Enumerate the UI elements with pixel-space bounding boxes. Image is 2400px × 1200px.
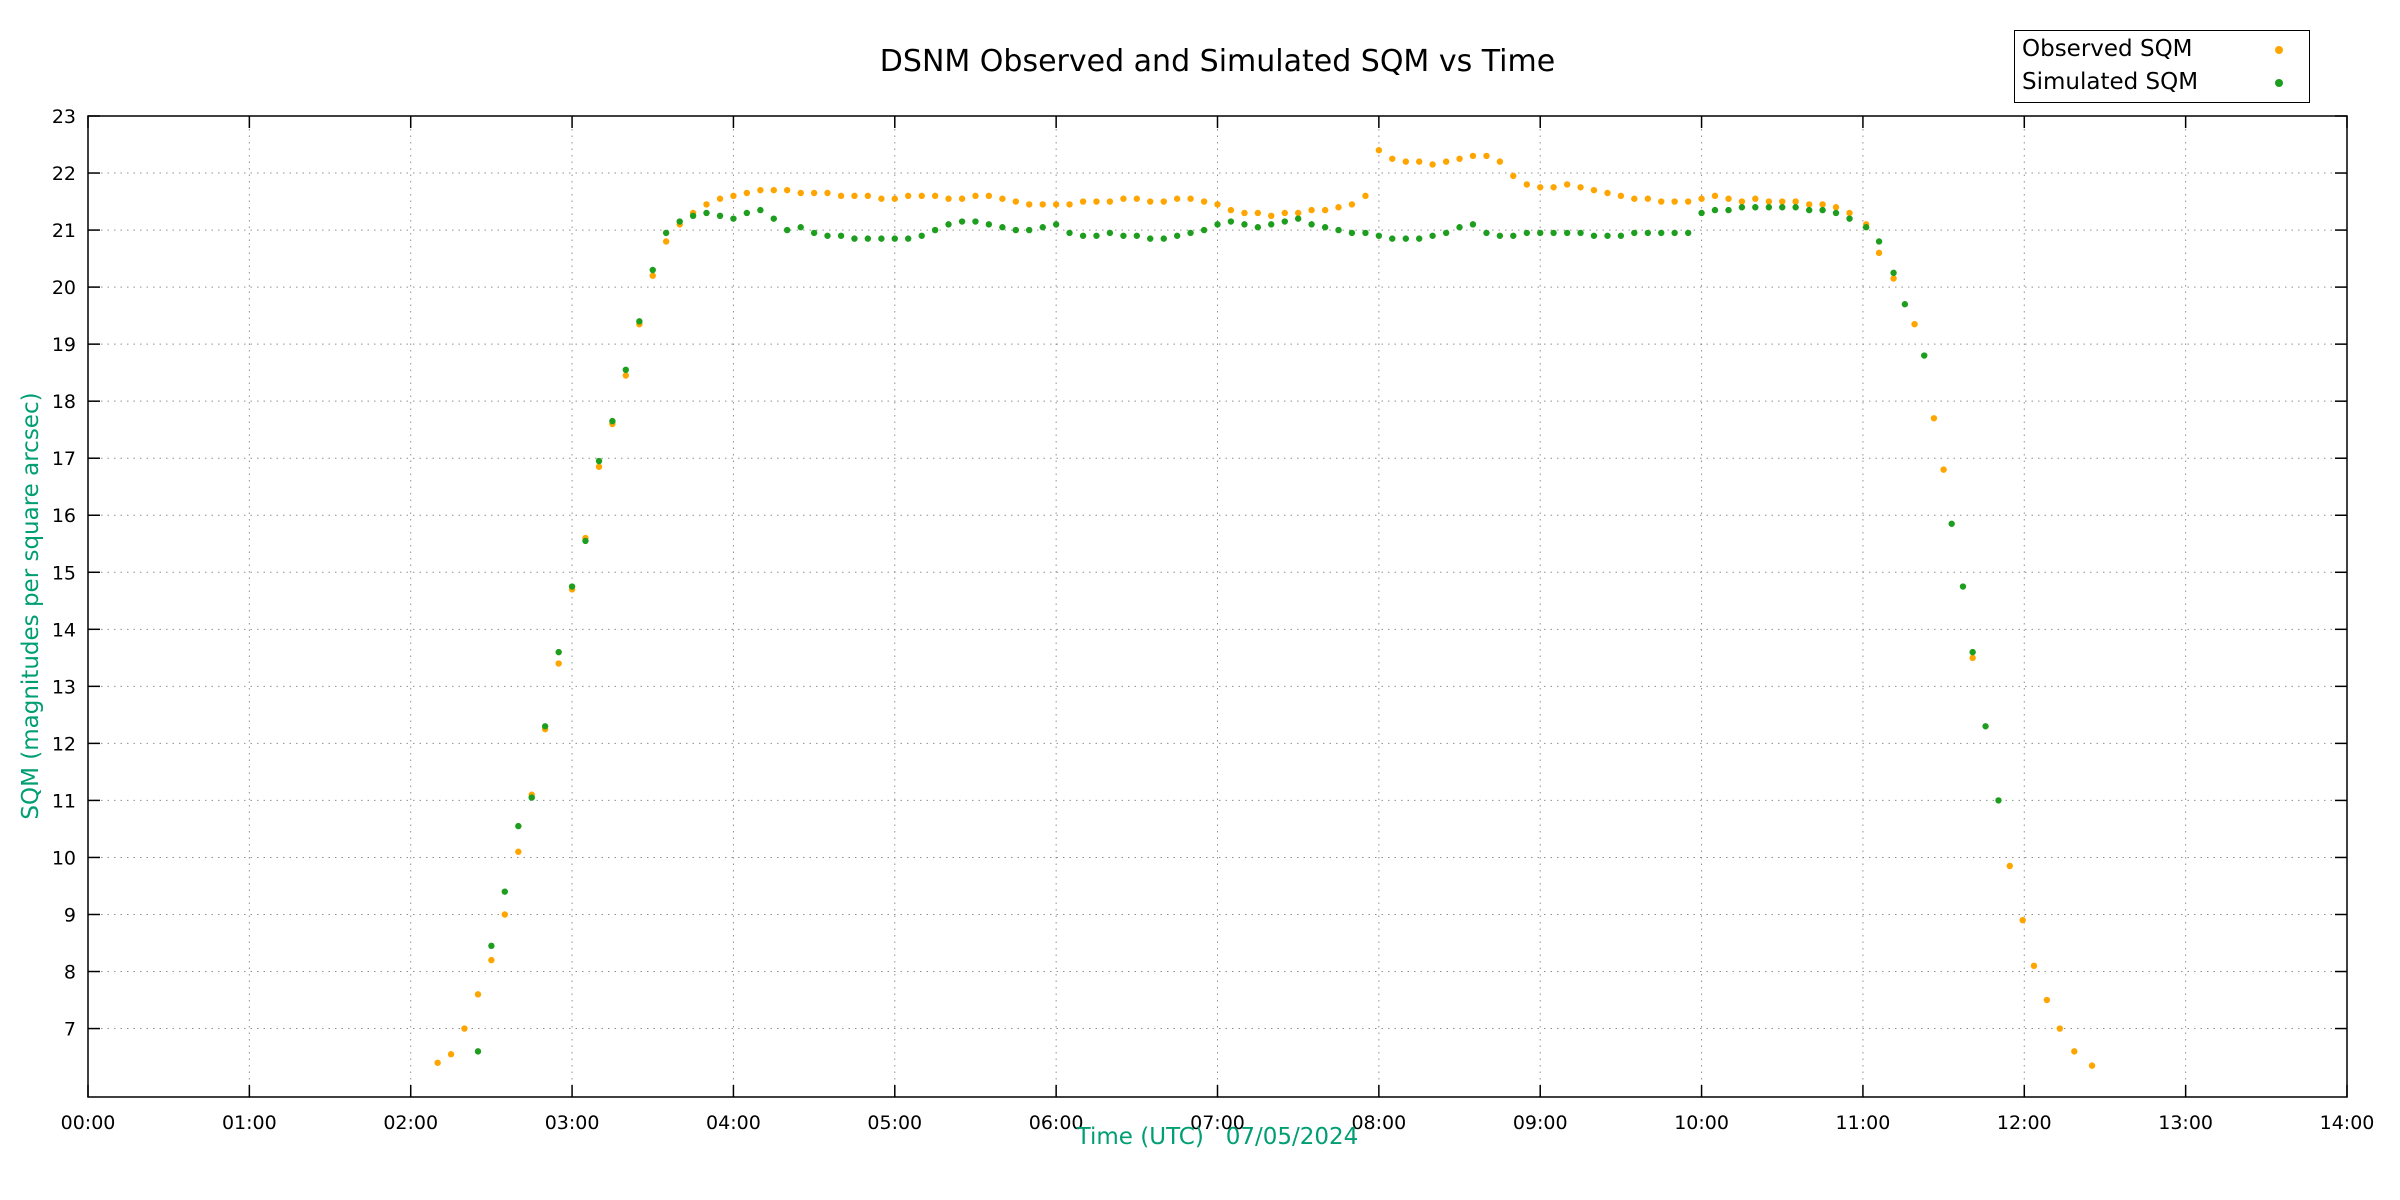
svg-text:08:00: 08:00 [1351, 1112, 1406, 1134]
chart-title: DSNM Observed and Simulated SQM vs Time [879, 44, 1556, 79]
legend-item-simulated: Simulated SQM [2015, 66, 2309, 99]
svg-text:18: 18 [52, 391, 76, 413]
svg-text:00:00: 00:00 [61, 1112, 116, 1134]
svg-text:11:00: 11:00 [1836, 1112, 1891, 1134]
svg-text:21: 21 [52, 220, 76, 242]
svg-text:13:00: 13:00 [2158, 1112, 2213, 1134]
svg-text:13: 13 [52, 676, 76, 698]
x-axis-label: Time (UTC) 07/05/2024 [1076, 1124, 1359, 1150]
svg-text:04:00: 04:00 [706, 1112, 761, 1134]
svg-text:10: 10 [52, 847, 76, 869]
svg-text:20: 20 [52, 277, 76, 299]
svg-text:05:00: 05:00 [867, 1112, 922, 1134]
svg-text:01:00: 01:00 [222, 1112, 277, 1134]
svg-text:14:00: 14:00 [2320, 1112, 2375, 1134]
svg-text:14: 14 [52, 619, 76, 641]
legend-label-observed: Observed SQM [2022, 36, 2193, 62]
observed-marker-icon [2275, 45, 2283, 54]
svg-text:09:00: 09:00 [1513, 1112, 1568, 1134]
svg-text:16: 16 [52, 505, 76, 527]
svg-text:07:00: 07:00 [1190, 1112, 1245, 1134]
svg-text:06:00: 06:00 [1029, 1112, 1084, 1134]
svg-text:22: 22 [52, 163, 76, 185]
simulated-marker-icon [2275, 78, 2283, 87]
svg-text:12:00: 12:00 [1997, 1112, 2052, 1134]
svg-text:7: 7 [64, 1019, 76, 1041]
svg-text:9: 9 [64, 904, 76, 926]
y-axis-label: SQM (magnitudes per square arcsec) [18, 392, 44, 820]
legend-label-simulated: Simulated SQM [2022, 69, 2199, 96]
svg-text:03:00: 03:00 [545, 1112, 600, 1134]
svg-text:11: 11 [52, 790, 76, 812]
svg-text:10:00: 10:00 [1674, 1112, 1729, 1134]
svg-text:8: 8 [64, 962, 76, 984]
svg-text:17: 17 [52, 448, 76, 470]
legend: Observed SQM Simulated SQM [2014, 30, 2310, 103]
svg-text:02:00: 02:00 [383, 1112, 438, 1134]
svg-text:19: 19 [52, 334, 76, 356]
svg-text:15: 15 [52, 562, 76, 584]
svg-text:23: 23 [52, 106, 76, 128]
legend-item-observed: Observed SQM [2015, 33, 2309, 66]
svg-text:12: 12 [52, 733, 76, 755]
